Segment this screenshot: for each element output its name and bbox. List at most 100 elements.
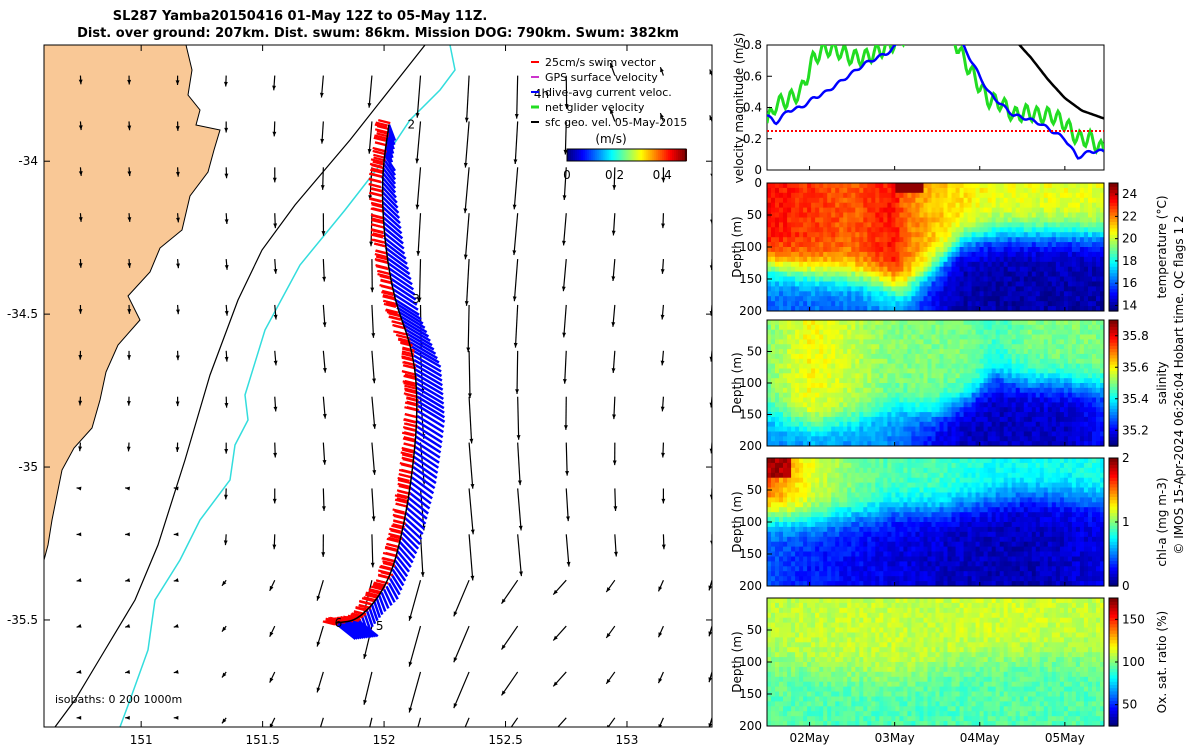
section-colorbar-cell [1109, 247, 1118, 251]
section-cell [815, 266, 820, 273]
section-cell [811, 232, 816, 238]
section-cell [1043, 242, 1049, 248]
section-cell [811, 402, 816, 408]
section-cell [847, 271, 852, 278]
section-cell [879, 222, 884, 228]
section-cell [1035, 183, 1041, 189]
section-cell [1003, 256, 1009, 263]
section-cell [903, 363, 908, 369]
section-cell [959, 256, 965, 263]
section-cell [1096, 197, 1101, 204]
section-cell [851, 431, 856, 437]
section-cell [771, 412, 776, 418]
section-cell [791, 383, 796, 389]
current-arrow-head [125, 669, 131, 674]
map-colorbar-cell [668, 149, 672, 161]
section-cell [831, 320, 836, 326]
section-cell [1075, 202, 1081, 209]
dive-avg-vector [414, 435, 442, 454]
section-cell [931, 431, 937, 437]
section-cell [919, 261, 925, 268]
current-arrow-head [470, 575, 475, 581]
section-cell [835, 436, 840, 442]
section-cell [807, 183, 812, 189]
section-cell [847, 222, 852, 228]
map-colorbar-cell [596, 149, 600, 161]
section-cell [855, 373, 860, 379]
section-cell [835, 397, 840, 403]
dive-avg-vector [412, 349, 442, 368]
current-arrow-shaft [371, 350, 375, 384]
section-cell [967, 276, 973, 282]
section-cell [999, 378, 1005, 384]
section-cell [871, 368, 876, 374]
section-cell [879, 266, 884, 273]
section-cell [827, 426, 832, 432]
section-cell [943, 368, 949, 374]
section-ytick-label: 0 [754, 176, 762, 190]
section-cell [951, 222, 957, 228]
current-arrow-shaft [501, 671, 519, 696]
section-cell [835, 286, 840, 292]
section-cell [895, 349, 900, 355]
section-cell [1059, 291, 1065, 297]
section-cell [879, 436, 884, 442]
map-colorbar-cell [670, 149, 674, 161]
section-cell [843, 291, 848, 297]
section-cell [899, 373, 904, 379]
section-cell [851, 222, 856, 228]
section-cell [995, 412, 1001, 418]
section-cell [919, 237, 925, 243]
section-cell [867, 296, 872, 302]
swim-vector [404, 384, 417, 390]
current-arrow-head [658, 632, 663, 638]
section-cell [1055, 202, 1061, 209]
section-cell [907, 207, 912, 214]
section-cell [999, 271, 1005, 278]
current-arrow-head [272, 544, 277, 550]
section-cell [795, 183, 800, 189]
section-cell [807, 436, 812, 442]
section-cell [795, 387, 800, 394]
section-cell [1096, 227, 1101, 233]
section-cell [911, 266, 916, 273]
section-cell [995, 286, 1001, 292]
section-cell [791, 212, 796, 218]
section-cell [1079, 271, 1085, 278]
current-arrow [321, 488, 326, 511]
section-cell [967, 281, 973, 287]
section-cell [1023, 261, 1029, 268]
current-arrow [408, 580, 422, 621]
dive-avg-vector [388, 267, 413, 286]
current-arrow [273, 304, 278, 320]
current-arrow-head [660, 113, 664, 119]
section-cell [1096, 281, 1101, 287]
section-cell [935, 373, 941, 379]
dive-avg-vector [416, 391, 445, 410]
section-cell [959, 412, 965, 418]
section-cell [867, 232, 872, 238]
section-cell [1079, 256, 1085, 263]
section-cell [967, 397, 973, 403]
swim-vector [369, 162, 383, 168]
section-cell [931, 266, 937, 273]
current-arrow-head [173, 578, 179, 582]
section-cell [847, 256, 852, 263]
section-cell [843, 329, 848, 336]
section-cell [1100, 242, 1104, 248]
section-cell [767, 296, 772, 302]
section-cell [943, 183, 949, 189]
section-cell [827, 301, 832, 307]
section-cell [983, 251, 989, 258]
current-arrow-head [269, 631, 274, 637]
section-cell [795, 227, 800, 233]
section-cell [907, 334, 912, 340]
current-arrow-head [611, 276, 616, 282]
section-cell [1007, 247, 1013, 253]
section-cell [783, 271, 788, 278]
section-cell [955, 407, 961, 413]
section-cell [915, 373, 920, 379]
current-arrow [320, 121, 325, 144]
section-cell [1023, 232, 1029, 238]
section-cell [895, 247, 900, 253]
